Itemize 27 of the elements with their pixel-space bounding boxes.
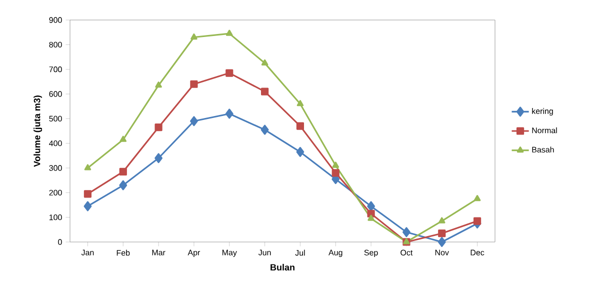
y-tick-label: 300 xyxy=(49,165,62,171)
y-tick-label: 900 xyxy=(49,17,62,23)
y-tick-label: 500 xyxy=(49,116,62,122)
x-tick-label: Jun xyxy=(258,250,271,256)
x-tick-label: May xyxy=(222,250,237,257)
y-axis-title: Volume (juta m3) xyxy=(34,96,42,167)
x-axis-title: Bulan xyxy=(270,264,294,271)
legend-label: kering xyxy=(532,108,553,116)
x-tick-label: Oct xyxy=(400,250,413,256)
y-tick-label: 600 xyxy=(49,91,62,97)
y-tick-label: 200 xyxy=(49,190,62,196)
legend-label: Basah xyxy=(532,146,554,153)
x-tick-label: Aug xyxy=(328,250,342,257)
x-tick-label: Feb xyxy=(116,250,130,256)
y-tick-label: 700 xyxy=(49,66,62,72)
y-tick-label: 100 xyxy=(49,214,62,220)
x-tick-label: Sep xyxy=(364,250,378,258)
y-tick-label: 800 xyxy=(49,42,62,48)
y-tick-label: 400 xyxy=(49,140,62,146)
x-tick-label: Apr xyxy=(188,250,200,257)
x-tick-label: Jul xyxy=(295,250,305,256)
x-tick-label: Dec xyxy=(470,250,484,256)
x-tick-label: Nov xyxy=(435,250,449,256)
y-tick-label: 0 xyxy=(58,239,62,245)
x-tick-label: Jan xyxy=(81,250,94,256)
x-tick-label: Mar xyxy=(152,250,166,256)
legend-label: Normal xyxy=(532,127,557,134)
